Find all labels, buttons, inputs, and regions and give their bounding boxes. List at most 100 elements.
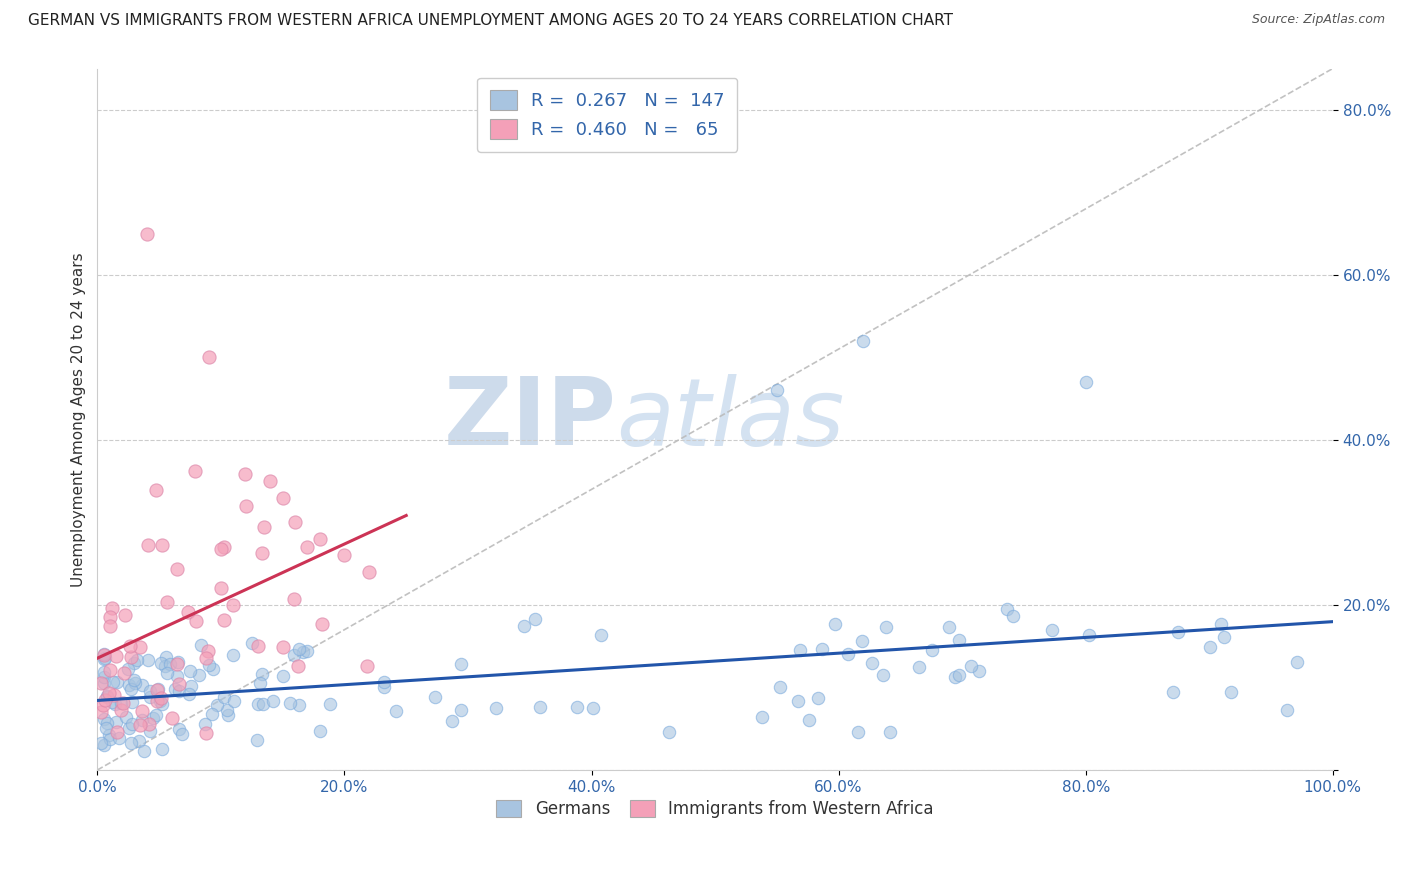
Point [197,644,219,658]
Point [97,728,120,742]
Point [111,696,134,710]
Text: GERMAN VS IMMIGRANTS FROM WESTERN AFRICA UNEMPLOYMENT AMONG AGES 20 TO 24 YEARS : GERMAN VS IMMIGRANTS FROM WESTERN AFRICA… [28,13,953,29]
Point [824,616,846,631]
Point [159,657,181,672]
Point [149,694,172,708]
Point [450,657,472,671]
Point [373,680,395,694]
Point [131,713,153,727]
Point [122,673,145,688]
Point [529,699,551,714]
Point [846,725,869,739]
Point [284,516,307,530]
Point [1199,640,1222,655]
Point [117,722,139,736]
Point [1275,703,1298,717]
Point [120,681,142,696]
Point [179,664,201,678]
Point [155,658,177,673]
Point [150,697,173,711]
Point [1285,655,1308,669]
Point [121,717,143,731]
Point [292,645,315,659]
Text: ZIP: ZIP [443,373,616,466]
Point [100,663,122,677]
Point [169,723,191,737]
Point [186,615,208,629]
Point [766,384,789,398]
Point [851,634,873,648]
Point [93,647,115,661]
Point [156,595,179,609]
Y-axis label: Unemployment Among Ages 20 to 24 years: Unemployment Among Ages 20 to 24 years [72,252,86,587]
Point [103,675,125,690]
Point [150,742,173,756]
Point [128,640,150,654]
Point [132,744,155,758]
Point [582,700,605,714]
Point [124,676,146,690]
Point [907,660,929,674]
Point [101,601,124,615]
Point [93,712,115,726]
Point [138,690,160,704]
Point [658,725,681,739]
Point [246,732,269,747]
Point [195,651,218,665]
Point [149,656,172,670]
Point [259,474,281,488]
Point [385,704,408,718]
Point [1220,685,1243,699]
Point [769,680,792,694]
Point [249,676,271,690]
Point [114,608,136,623]
Point [170,727,193,741]
Point [93,675,115,690]
Point [160,711,183,725]
Point [240,636,263,650]
Point [93,652,115,666]
Point [252,698,274,712]
Point [875,620,897,634]
Point [118,639,141,653]
Point [110,696,132,710]
Point [105,715,128,730]
Point [96,690,118,705]
Point [837,648,859,662]
Point [311,617,333,632]
Point [96,722,118,736]
Point [209,541,232,556]
Point [104,697,127,711]
Point [359,565,381,579]
Point [943,670,966,684]
Point [247,698,270,712]
Point [138,716,160,731]
Point [166,562,188,576]
Point [235,499,257,513]
Point [787,694,810,708]
Point [93,648,115,662]
Point [122,657,145,671]
Point [1211,616,1233,631]
Point [145,483,167,497]
Point [105,649,128,664]
Point [125,653,148,667]
Point [93,665,115,679]
Point [101,695,124,709]
Point [852,334,875,348]
Point [194,717,217,731]
Point [283,648,305,662]
Point [308,532,330,546]
Point [108,731,131,746]
Point [98,619,121,633]
Point [252,667,274,681]
Point [131,704,153,718]
Point [112,665,135,680]
Point [591,628,613,642]
Point [91,698,114,712]
Point [333,549,356,563]
Point [135,227,157,241]
Point [103,688,125,702]
Point [441,714,464,728]
Point [262,694,284,708]
